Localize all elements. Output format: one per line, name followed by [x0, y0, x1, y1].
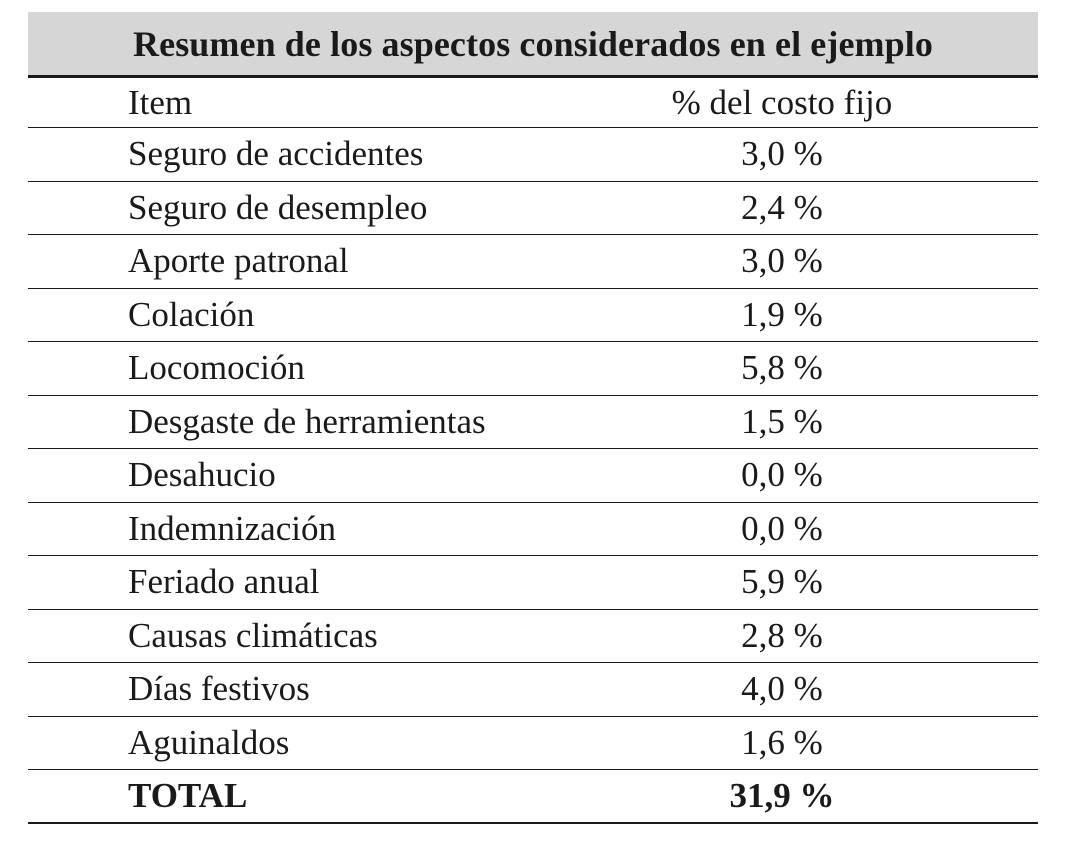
column-header-percent: % del costo fijo — [671, 82, 893, 122]
row-item-label: Desahucio — [128, 455, 276, 495]
table-row: Desgaste de herramientas 1,5 % — [28, 396, 1038, 449]
row-item-label: Colación — [128, 294, 255, 334]
table-header-row: Item % del costo fijo — [28, 78, 1038, 128]
table-row: Días festivos 4,0 % — [28, 663, 1038, 717]
table-title: Resumen de los aspectos considerados en … — [133, 23, 933, 64]
table-row: Colación 1,9 % — [28, 289, 1038, 342]
row-percent-value: 3,0 % — [741, 134, 823, 174]
row-percent-value: 2,8 % — [741, 615, 823, 655]
total-label: TOTAL — [128, 775, 248, 815]
row-percent-value: 0,0 % — [741, 455, 823, 495]
table-row: Feriado anual 5,9 % — [28, 556, 1038, 610]
row-item-label: Indemnización — [128, 508, 336, 548]
table-row: Desahucio 0,0 % — [28, 449, 1038, 503]
table-title-bar: Resumen de los aspectos considerados en … — [28, 12, 1038, 78]
summary-table: Resumen de los aspectos considerados en … — [28, 12, 1038, 824]
table-row: Seguro de accidentes 3,0 % — [28, 128, 1038, 182]
row-item-label: Aporte patronal — [128, 241, 349, 281]
total-percent-value: 31,9 % — [729, 775, 835, 815]
row-item-label: Seguro de desempleo — [128, 187, 428, 227]
row-percent-value: 1,5 % — [741, 401, 823, 441]
table-row: Locomoción 5,8 % — [28, 342, 1038, 396]
row-item-label: Causas climáticas — [128, 615, 378, 655]
row-item-label: Seguro de accidentes — [128, 134, 424, 174]
row-percent-value: 4,0 % — [741, 669, 823, 709]
row-item-label: Aguinaldos — [128, 722, 290, 762]
table-row: Indemnización 0,0 % — [28, 503, 1038, 556]
row-item-label: Locomoción — [128, 348, 305, 388]
row-percent-value: 3,0 % — [741, 241, 823, 281]
row-percent-value: 5,8 % — [741, 348, 823, 388]
row-percent-value: 2,4 % — [741, 187, 823, 227]
table-total-row: TOTAL 31,9 % — [28, 770, 1038, 824]
row-percent-value: 0,0 % — [741, 508, 823, 548]
row-percent-value: 1,6 % — [741, 722, 823, 762]
row-percent-value: 5,9 % — [741, 562, 823, 602]
table-row: Seguro de desempleo 2,4 % — [28, 182, 1038, 235]
row-item-label: Días festivos — [128, 669, 310, 709]
table-row: Causas climáticas 2,8 % — [28, 610, 1038, 663]
table-row: Aguinaldos 1,6 % — [28, 717, 1038, 770]
column-header-item: Item — [128, 82, 193, 122]
row-percent-value: 1,9 % — [741, 294, 823, 334]
row-item-label: Feriado anual — [128, 562, 320, 602]
row-item-label: Desgaste de herramientas — [128, 401, 486, 441]
table-row: Aporte patronal 3,0 % — [28, 235, 1038, 289]
